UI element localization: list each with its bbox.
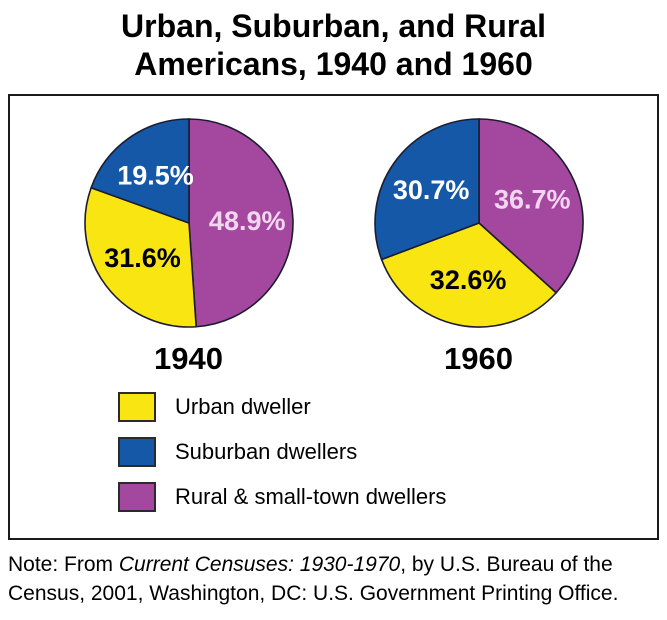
legend-item-rural: Rural & small-town dwellers	[118, 482, 657, 512]
pie-slice	[380, 222, 557, 328]
pie-slice	[187, 118, 294, 328]
legend-item-suburban: Suburban dwellers	[118, 437, 657, 467]
pie-slice	[477, 118, 584, 294]
figure-title-line1: Urban, Suburban, and Rural	[121, 8, 546, 44]
chart-panel: 48.9% 31.6% 19.5% 1940 36.7% 32.6% 30.7% 196…	[8, 94, 659, 540]
legend-label-rural: Rural & small-town dwellers	[175, 484, 447, 509]
pie-slice	[89, 118, 190, 225]
legend-swatch-urban	[118, 392, 156, 422]
figure-title-line2: Americans, 1940 and 1960	[134, 46, 533, 82]
pie-charts-row: 48.9% 31.6% 19.5% 1940 36.7% 32.6% 30.7% 196…	[10, 108, 657, 376]
pie-slice-label: 31.6%	[104, 243, 181, 273]
legend-label-urban: Urban dweller	[175, 394, 311, 419]
pie-chart-1960: 36.7% 32.6% 30.7% 1960	[363, 108, 595, 376]
pie-slice	[373, 118, 480, 261]
source-note: Note: From Current Censuses: 1930-1970, …	[8, 550, 659, 608]
legend-label-suburban: Suburban dwellers	[175, 439, 358, 464]
legend-item-urban: Urban dweller	[118, 392, 657, 422]
legend: Urban dweller Suburban dwellers Rural & …	[118, 392, 657, 512]
pie-slice	[83, 186, 197, 328]
pie-slice-label: 30.7%	[392, 175, 469, 205]
pie-1940-svg: 48.9% 31.6% 19.5%	[83, 118, 294, 328]
pie-chart-1940: 48.9% 31.6% 19.5% 1940	[73, 108, 305, 376]
pie-slice-label: 36.7%	[493, 184, 570, 214]
legend-swatch-rural	[118, 482, 156, 512]
source-note-citation: Current Censuses: 1930-1970	[118, 553, 401, 576]
legend-swatch-suburban	[118, 437, 156, 467]
source-note-middle: , by U.S. Bureau of the	[400, 553, 613, 576]
source-note-line2: Census, 2001, Washington, DC: U.S. Gover…	[8, 582, 619, 605]
pie-1960-svg: 36.7% 32.6% 30.7%	[373, 118, 584, 328]
source-note-prefix: Note: From	[8, 553, 119, 576]
pie-year-label-1940: 1940	[154, 341, 223, 376]
pie-year-label-1960: 1960	[444, 341, 513, 376]
pie-slice-label: 32.6%	[429, 265, 506, 295]
figure-title: Urban, Suburban, and Rural Americans, 19…	[0, 7, 667, 83]
pie-slice-label: 48.9%	[208, 206, 285, 236]
pie-slice-label: 19.5%	[117, 160, 194, 190]
